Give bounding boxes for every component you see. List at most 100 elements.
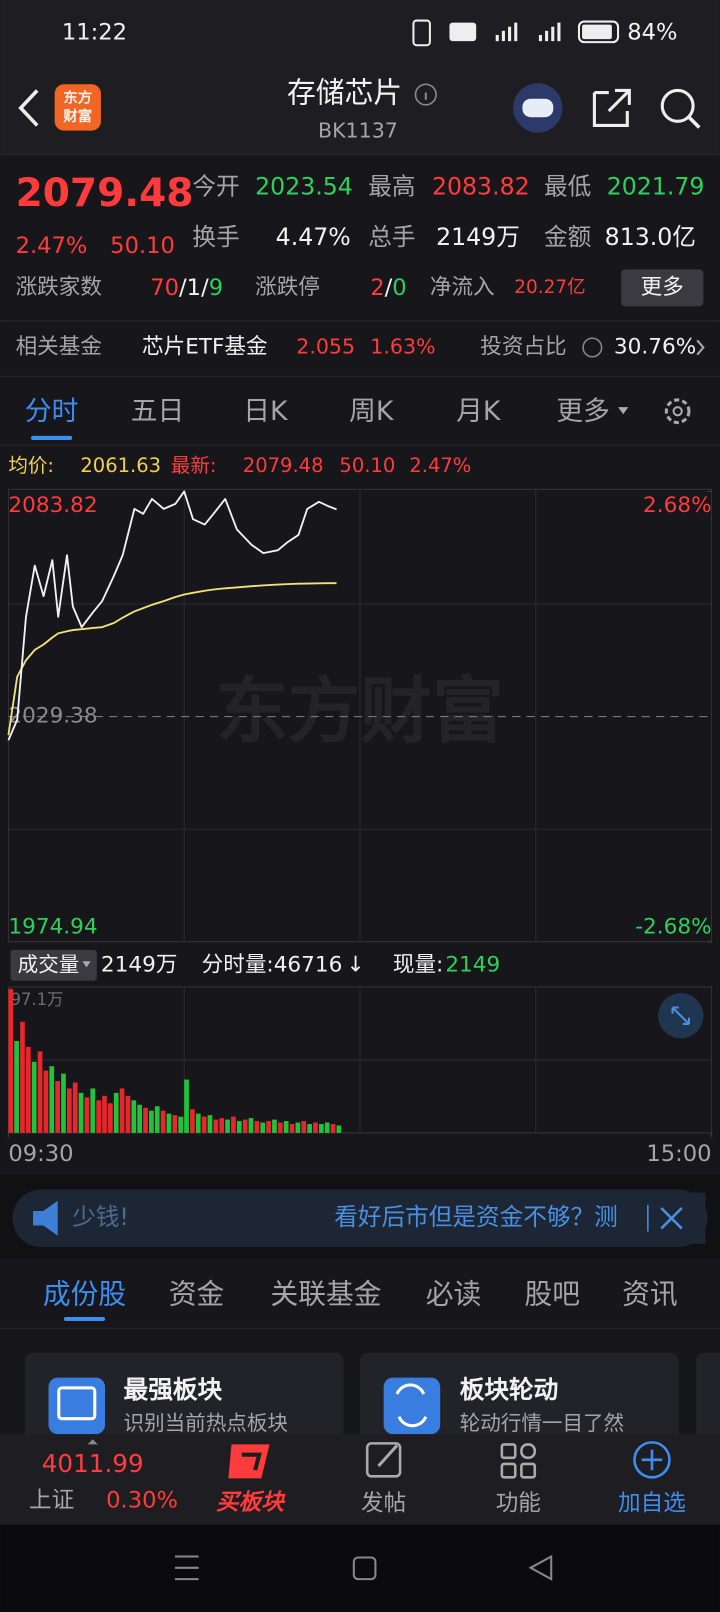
feature-card[interactable] — [360, 1352, 679, 1456]
arrow: ↓ — [346, 952, 364, 977]
post-button[interactable]: 发帖 — [361, 1491, 406, 1517]
low: 2021.79 — [607, 173, 705, 201]
volume-bar — [277, 1122, 283, 1133]
dropdown-icon — [82, 961, 91, 968]
banner-text[interactable]: 看好后市但是资金不够？测 — [334, 1203, 617, 1231]
latest-label: 最新: — [171, 454, 217, 477]
add-icon — [633, 1441, 671, 1479]
volume-bar — [43, 1070, 49, 1133]
more-button-text[interactable]: 更多 — [641, 275, 684, 300]
up-indicator — [87, 1439, 98, 1445]
latest-change: 50.10 — [339, 454, 395, 477]
volume-bar — [25, 1046, 31, 1133]
label: 总手 — [368, 223, 415, 251]
price-line — [7, 582, 337, 736]
megaphone-icon — [33, 1200, 58, 1236]
period-tab[interactable]: 周K — [349, 396, 395, 427]
volume: 2149万 — [436, 223, 520, 251]
limit-up: 2 — [370, 274, 384, 300]
chevron[interactable] — [696, 339, 705, 356]
volume-bar — [20, 1021, 25, 1133]
volume-bar — [172, 1115, 178, 1133]
back-key[interactable] — [528, 1554, 553, 1581]
dropdown-icon — [618, 407, 629, 415]
volume-bar — [330, 1124, 336, 1133]
sub-tab[interactable]: 资金 — [169, 1277, 225, 1310]
home-key[interactable] — [352, 1556, 377, 1581]
amount: 813.0亿 — [605, 223, 696, 251]
volume-bar — [84, 1097, 90, 1133]
sub-tab[interactable]: 成份股 — [43, 1277, 126, 1310]
feature-card[interactable] — [696, 1352, 720, 1456]
period-tab[interactable]: 日K — [243, 396, 289, 427]
fund-name[interactable]: 芯片ETF基金 — [142, 334, 268, 359]
more-button[interactable] — [621, 269, 704, 307]
x-tick-label: 15:00 — [646, 1141, 711, 1167]
volume-bar — [137, 1104, 143, 1133]
card-title: 最强板块 — [124, 1375, 223, 1404]
volume-bar — [219, 1118, 225, 1133]
volume-bar — [131, 1100, 137, 1133]
volume-bar — [143, 1107, 148, 1133]
search-button[interactable] — [660, 88, 695, 123]
volume-bar — [178, 1116, 184, 1133]
feature-card[interactable] — [24, 1352, 344, 1456]
last-price: 2079.48 — [16, 171, 194, 216]
sub-tab[interactable]: 股吧 — [524, 1277, 580, 1310]
sub-tab[interactable]: 必读 — [426, 1277, 482, 1310]
settings-button[interactable] — [664, 398, 691, 425]
volume-bar — [289, 1124, 295, 1133]
ad-banner[interactable] — [12, 1189, 708, 1248]
volume-bar — [125, 1095, 131, 1133]
back-button[interactable] — [18, 89, 39, 127]
y-tick-label: 2083.82 — [8, 493, 97, 518]
add-button[interactable]: 加自选 — [618, 1491, 686, 1517]
system-nav-bg — [0, 1524, 720, 1612]
period-tab[interactable]: 分时 — [25, 396, 78, 427]
volume-bar — [37, 1051, 43, 1133]
signal-icons — [495, 22, 561, 42]
period-tab[interactable]: 月K — [456, 396, 502, 427]
period-tab[interactable]: 五日 — [131, 396, 184, 427]
index-name[interactable]: 上证 — [29, 1487, 74, 1513]
y2-tick-label: -2.68% — [635, 914, 711, 939]
down-count: 9 — [209, 274, 223, 300]
func-icon — [500, 1443, 537, 1479]
menu-key[interactable] — [174, 1555, 199, 1581]
func-button[interactable]: 功能 — [496, 1491, 541, 1517]
volume-bar — [119, 1088, 125, 1133]
price-line — [7, 490, 337, 741]
expand-icon — [671, 1006, 691, 1025]
close-button[interactable] — [660, 1207, 683, 1230]
index-value: 4011.99 — [42, 1449, 144, 1478]
board-code: BK1137 — [318, 119, 398, 143]
volume-bar — [31, 1061, 37, 1133]
tab-underline — [31, 435, 73, 441]
share-button[interactable] — [592, 88, 631, 127]
info-icon[interactable] — [414, 83, 437, 106]
volume-bar — [108, 1103, 113, 1133]
card-title: 板块轮动 — [460, 1375, 559, 1404]
buy-button[interactable]: 买板块 — [216, 1490, 286, 1516]
sub-tab[interactable]: 资讯 — [622, 1277, 678, 1310]
volume-bar — [55, 1081, 60, 1133]
help-icon[interactable] — [582, 337, 603, 358]
volume-label[interactable]: 成交量 — [18, 952, 80, 976]
logo-text: 东方 — [63, 89, 92, 107]
up-count: 70 — [150, 274, 179, 300]
minute-label: 分时量: — [202, 952, 274, 977]
settings-core — [672, 406, 683, 417]
volume-bar — [195, 1113, 201, 1133]
volume-selector[interactable] — [10, 949, 97, 981]
logo-text: 财富 — [63, 107, 92, 125]
volume-bar — [201, 1116, 207, 1133]
period-tab[interactable]: 更多 — [556, 396, 609, 427]
sub-tab[interactable]: 关联基金 — [271, 1277, 382, 1310]
price-chart: 2083.82 2029.38 1974.94 2.68% -2.68% 09:30 15:… — [7, 489, 713, 1167]
fund-price: 2.055 — [296, 334, 355, 358]
volume-bar — [207, 1115, 213, 1133]
card-icon-glyph — [57, 1386, 97, 1421]
label: 今开 — [192, 173, 239, 201]
